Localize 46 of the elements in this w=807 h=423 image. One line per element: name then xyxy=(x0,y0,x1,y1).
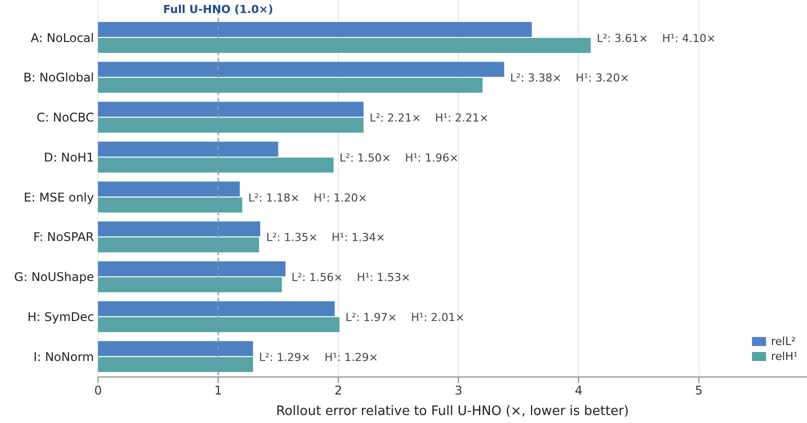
bar xyxy=(98,221,260,236)
annotation: L²: 2.21× H¹: 2.21× xyxy=(370,112,489,125)
bar xyxy=(98,158,334,173)
annotation: L²: 3.61× H¹: 4.10× xyxy=(596,32,716,45)
annotation: L²: 1.50× H¹: 1.96× xyxy=(340,151,459,164)
bar xyxy=(98,198,242,212)
y-tick-label: H: SymDec xyxy=(27,310,94,324)
bar xyxy=(98,261,286,276)
x-tick-label: 5 xyxy=(695,384,703,398)
y-tick-label: G: NoUShape xyxy=(14,270,94,284)
x-tick-label: 2 xyxy=(334,384,342,398)
legend-label: relH¹ xyxy=(771,350,798,363)
y-tick-label: B: NoGlobal xyxy=(23,70,94,85)
x-axis-title: Rollout error relative to Full U-HNO (×, lower is better) xyxy=(276,404,629,419)
y-tick-label: A: NoLocal xyxy=(30,30,94,45)
ref-line-label: Full U-HNO (1.0×) xyxy=(163,3,274,16)
bar xyxy=(98,118,364,133)
x-tick-label: 4 xyxy=(574,384,582,398)
x-tick-label: 1 xyxy=(214,384,222,398)
y-tick-label: F: NoSPAR xyxy=(33,230,94,244)
legend-label: relL² xyxy=(771,335,796,348)
annotation: L²: 1.29× H¹: 1.29× xyxy=(259,350,378,364)
bar xyxy=(98,78,483,93)
bar xyxy=(98,22,532,37)
x-tick-label: 0 xyxy=(94,384,102,398)
y-tick-label: D: NoH1 xyxy=(44,150,94,164)
bar xyxy=(98,301,335,316)
bar xyxy=(98,142,278,157)
annotation: L²: 1.56× H¹: 1.53× xyxy=(291,271,410,284)
annotation: L²: 1.97× H¹: 2.01× xyxy=(346,311,465,324)
x-tick-label: 3 xyxy=(454,384,462,398)
bar xyxy=(98,102,364,117)
y-tick-label: C: NoCBC xyxy=(36,110,94,125)
bar xyxy=(98,317,340,332)
annotation: L²: 1.18× H¹: 1.20× xyxy=(248,191,368,204)
y-tick-label: I: NoNorm xyxy=(34,350,94,364)
y-tick-label: E: MSE only xyxy=(24,190,94,204)
bar xyxy=(98,277,282,292)
bar xyxy=(98,62,504,77)
bar xyxy=(98,182,240,196)
bar xyxy=(98,357,254,372)
bar xyxy=(98,341,254,356)
bar xyxy=(98,237,260,252)
annotation: L²: 1.35× H¹: 1.34× xyxy=(266,231,386,244)
bar xyxy=(98,38,591,53)
annotation: L²: 3.38× H¹: 3.20× xyxy=(510,72,630,85)
